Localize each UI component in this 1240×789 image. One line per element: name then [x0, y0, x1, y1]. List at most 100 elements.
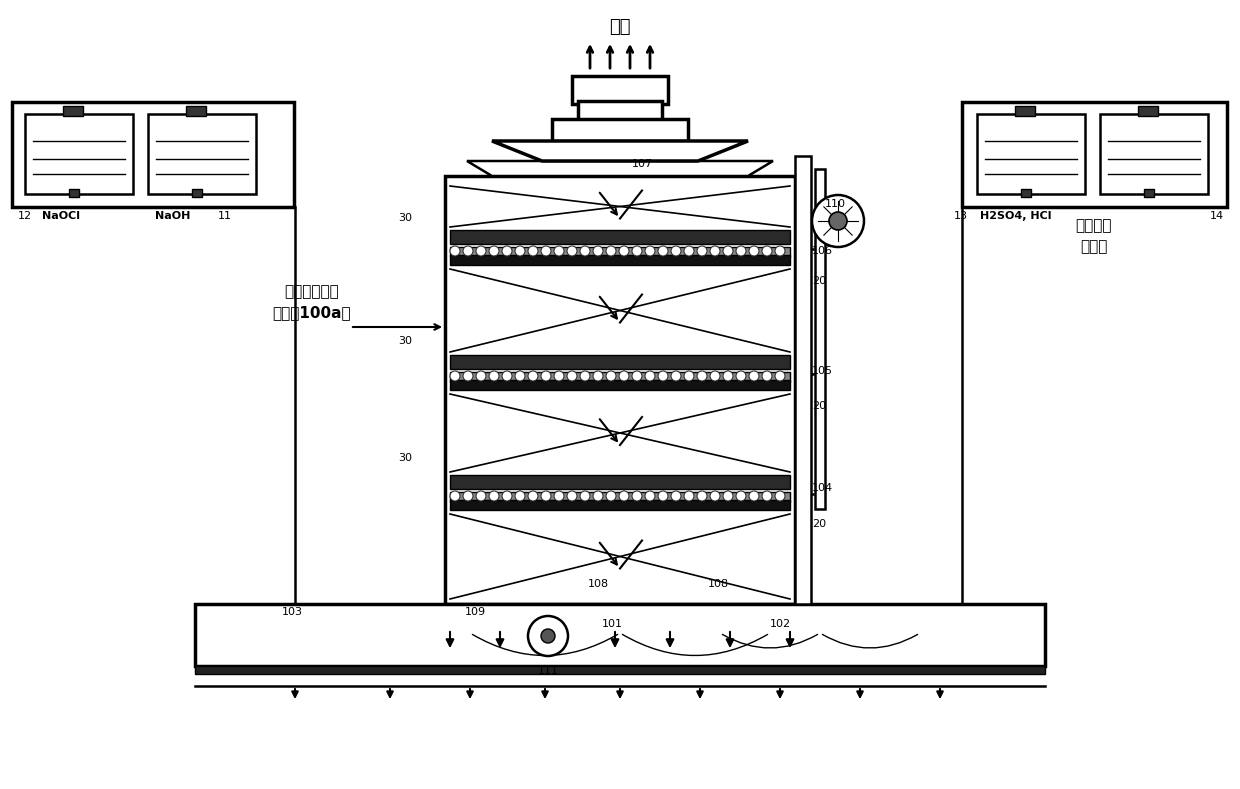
Circle shape [593, 246, 603, 256]
Circle shape [711, 491, 720, 501]
Circle shape [554, 371, 564, 381]
Polygon shape [467, 161, 773, 176]
Text: 12: 12 [19, 211, 32, 221]
Text: 综合污染物质
引入（100a）: 综合污染物质 引入（100a） [273, 284, 351, 320]
Circle shape [619, 371, 629, 381]
Circle shape [645, 371, 655, 381]
Text: 30: 30 [398, 336, 412, 346]
Bar [25, 114, 133, 194]
Text: 排气: 排气 [609, 18, 631, 36]
Circle shape [593, 491, 603, 501]
Bar [450, 380, 790, 390]
Bar [450, 475, 790, 489]
Circle shape [697, 371, 707, 381]
Circle shape [775, 246, 785, 256]
Circle shape [830, 212, 847, 230]
Bar [450, 355, 790, 369]
Bar [977, 114, 1085, 194]
Text: 105: 105 [812, 366, 833, 376]
Bar [63, 106, 83, 116]
Text: 101: 101 [601, 619, 622, 629]
Circle shape [658, 491, 668, 501]
Circle shape [567, 491, 577, 501]
Circle shape [737, 371, 746, 381]
Bar [450, 247, 790, 257]
Circle shape [723, 491, 733, 501]
Circle shape [528, 371, 538, 381]
Bar [195, 666, 1045, 674]
Circle shape [711, 246, 720, 256]
Circle shape [723, 371, 733, 381]
Circle shape [463, 491, 472, 501]
Bar [445, 176, 795, 604]
Circle shape [632, 491, 642, 501]
Text: 30: 30 [398, 213, 412, 223]
Bar [572, 76, 668, 104]
Circle shape [515, 246, 525, 256]
Circle shape [528, 246, 538, 256]
Circle shape [554, 491, 564, 501]
Bar [450, 372, 790, 382]
Circle shape [658, 246, 668, 256]
Circle shape [723, 246, 733, 256]
Text: 107: 107 [632, 159, 653, 169]
Bar [192, 189, 202, 197]
Text: 20: 20 [812, 401, 826, 411]
Bar [186, 106, 206, 116]
Text: H2SO4, HCl: H2SO4, HCl [980, 211, 1052, 221]
Text: 109: 109 [465, 607, 486, 617]
Text: 103: 103 [281, 607, 303, 617]
Circle shape [606, 246, 616, 256]
Circle shape [476, 491, 486, 501]
Circle shape [489, 491, 498, 501]
Circle shape [775, 371, 785, 381]
Circle shape [749, 491, 759, 501]
Text: 111: 111 [538, 666, 559, 676]
Circle shape [476, 246, 486, 256]
Bar [148, 114, 255, 194]
Bar [12, 102, 294, 207]
Bar [795, 156, 811, 604]
Bar [450, 492, 790, 502]
Text: 110: 110 [825, 199, 846, 209]
Circle shape [580, 371, 590, 381]
Text: 20: 20 [812, 276, 826, 286]
Circle shape [515, 491, 525, 501]
Circle shape [567, 371, 577, 381]
Circle shape [658, 371, 668, 381]
Text: 30: 30 [398, 453, 412, 463]
Circle shape [515, 371, 525, 381]
Circle shape [671, 246, 681, 256]
Circle shape [763, 371, 773, 381]
Circle shape [775, 491, 785, 501]
Circle shape [567, 246, 577, 256]
Bar [1138, 106, 1158, 116]
Text: 108: 108 [708, 579, 729, 589]
Text: 13: 13 [954, 211, 968, 221]
Circle shape [749, 246, 759, 256]
Circle shape [502, 491, 512, 501]
Circle shape [593, 371, 603, 381]
Text: NaOH: NaOH [155, 211, 191, 221]
Circle shape [502, 246, 512, 256]
Circle shape [541, 491, 551, 501]
Text: 14: 14 [1210, 211, 1224, 221]
Circle shape [450, 371, 460, 381]
Circle shape [671, 371, 681, 381]
Circle shape [541, 246, 551, 256]
Text: 11: 11 [218, 211, 232, 221]
Circle shape [606, 371, 616, 381]
Bar [195, 604, 1045, 666]
Text: 20: 20 [812, 519, 826, 529]
Circle shape [450, 246, 460, 256]
Bar [552, 119, 688, 141]
Circle shape [450, 491, 460, 501]
Bar [578, 101, 662, 121]
Bar [1016, 106, 1035, 116]
Circle shape [697, 246, 707, 256]
Circle shape [763, 246, 773, 256]
Text: 108: 108 [588, 579, 609, 589]
Circle shape [463, 371, 472, 381]
Bar [450, 255, 790, 265]
Circle shape [763, 491, 773, 501]
